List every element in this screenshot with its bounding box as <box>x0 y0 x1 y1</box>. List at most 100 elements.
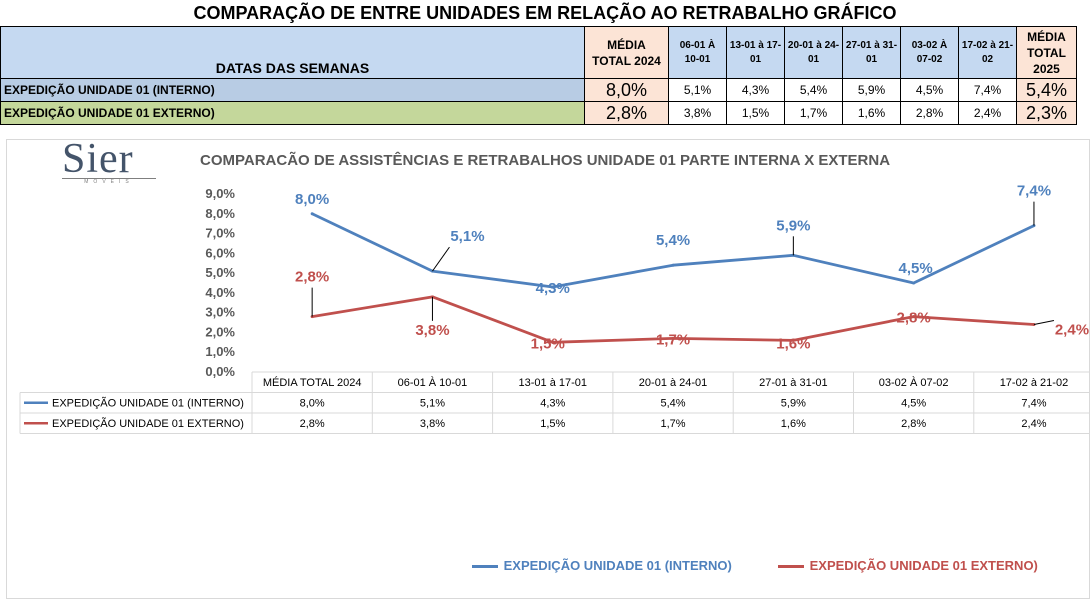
legend-item-interno[interactable]: EXPEDIÇÃO UNIDADE 01 (INTERNO) <box>472 558 732 573</box>
cell-week[interactable]: 3,8% <box>668 101 727 125</box>
header-week-line2: 01 <box>807 53 820 65</box>
cell-week[interactable]: 5,1% <box>668 78 727 102</box>
series-point <box>912 281 916 285</box>
header-week-line1: 06-01 À <box>679 39 716 51</box>
header-week-line1: 13-01 à 17- <box>729 39 782 51</box>
header-dates[interactable]: DATAS DAS SEMANAS <box>0 26 585 79</box>
row-label-externo[interactable]: EXPEDIÇÃO UNIDADE 01 EXTERNO) <box>0 101 585 125</box>
logo-name: Sier <box>62 136 134 182</box>
cell-week[interactable]: 1,7% <box>784 101 843 125</box>
y-tick-label: 6,0% <box>205 245 235 260</box>
cell-week[interactable]: 4,5% <box>900 78 959 102</box>
table-series-name: EXPEDIÇÃO UNIDADE 01 (INTERNO) <box>52 397 244 410</box>
y-tick-label: 4,0% <box>205 285 235 300</box>
data-label: 2,4% <box>1055 322 1089 339</box>
header-avg-2025-line2: TOTAL <box>1027 45 1066 60</box>
chart-area[interactable] <box>6 139 1090 599</box>
header-week-line1: 20-01 à 24- <box>787 39 840 51</box>
header-week-line2: 01 <box>865 53 878 65</box>
cell-avg-2025[interactable]: 5,4% <box>1016 78 1077 102</box>
header-week-6[interactable]: 17-02 à 21- 02 <box>958 26 1017 79</box>
cell-week[interactable]: 4,3% <box>726 78 785 102</box>
table-value-cell: 4,5% <box>901 398 926 410</box>
header-avg-2025-line1: MÉDIA <box>1027 29 1066 44</box>
legend-swatch-externo <box>778 565 804 569</box>
data-label: 5,9% <box>776 217 810 234</box>
data-label: 2,8% <box>295 269 329 286</box>
data-label: 8,0% <box>295 191 329 208</box>
x-category-label: 03-02 À 07-02 <box>879 376 949 389</box>
cell-week[interactable]: 2,4% <box>958 101 1017 125</box>
y-tick-label: 0,0% <box>205 364 235 379</box>
y-tick-label: 2,0% <box>205 324 235 339</box>
y-tick-label: 3,0% <box>205 305 235 320</box>
sheet-title: COMPARAÇÃO DE ENTRE UNIDADES EM RELAÇÃO … <box>193 3 897 23</box>
cell-avg-2025[interactable]: 2,3% <box>1016 101 1077 125</box>
header-week-2[interactable]: 13-01 à 17- 01 <box>726 26 785 79</box>
header-avg-2024-line1: MÉDIA <box>607 37 646 52</box>
cell-week[interactable]: 1,6% <box>842 101 901 125</box>
y-tick-label: 8,0% <box>205 206 235 221</box>
header-week-4[interactable]: 27-01 à 31- 01 <box>842 26 901 79</box>
legend-item-externo[interactable]: EXPEDIÇÃO UNIDADE 01 EXTERNO) <box>778 558 1038 573</box>
x-category-label: 20-01 à 24-01 <box>639 377 708 389</box>
series-point <box>791 338 795 342</box>
table-value-cell: 2,8% <box>300 418 325 430</box>
series-point <box>551 285 555 289</box>
table-value-cell: 7,4% <box>1021 398 1046 410</box>
series-point <box>671 263 675 267</box>
x-category-label: 27-01 à 31-01 <box>759 377 828 389</box>
header-week-line1: 03-02 À <box>911 39 948 51</box>
cell-week[interactable]: 5,4% <box>784 78 843 102</box>
cell-avg-2024[interactable]: 2,8% <box>584 101 669 125</box>
table-value-cell: 1,5% <box>540 418 565 430</box>
table-value-cell: 3,8% <box>420 418 445 430</box>
x-category-label: 17-02 à 21-02 <box>1000 377 1069 389</box>
data-label: 1,7% <box>656 331 690 348</box>
legend-label-interno: EXPEDIÇÃO UNIDADE 01 (INTERNO) <box>503 558 732 573</box>
header-week-1[interactable]: 06-01 À 10-01 <box>668 26 727 79</box>
header-week-line2: 01 <box>749 53 762 65</box>
header-week-line1: 17-02 à 21- <box>961 39 1014 51</box>
legend-swatch-interno <box>472 565 498 569</box>
logo-subtitle: MÓVEIS <box>62 178 156 186</box>
cell-week[interactable]: 2,8% <box>900 101 959 125</box>
data-label: 5,4% <box>656 232 690 249</box>
header-week-line2: 02 <box>981 53 994 65</box>
series-point <box>671 336 675 340</box>
header-week-line1: 27-01 à 31- <box>845 39 898 51</box>
x-category-label: 13-01 à 17-01 <box>519 377 588 389</box>
y-tick-label: 9,0% <box>205 186 235 201</box>
table-value-cell: 1,7% <box>661 418 686 430</box>
series-point <box>310 212 314 216</box>
data-label: 4,3% <box>536 280 570 297</box>
y-tick-label: 7,0% <box>205 226 235 241</box>
data-label: 1,5% <box>531 335 565 352</box>
data-label: 1,6% <box>776 335 810 352</box>
chart-title[interactable]: COMPARACÃO DE ASSISTÊNCIAS E RETRABALHOS… <box>200 152 891 169</box>
table-value-cell: 8,0% <box>300 398 325 410</box>
table-value-cell: 5,4% <box>661 398 686 410</box>
table-value-cell: 5,1% <box>420 398 445 410</box>
table-value-cell: 4,3% <box>540 398 565 410</box>
x-category-label: 06-01 À 10-01 <box>398 376 468 389</box>
y-tick-label: 5,0% <box>205 265 235 280</box>
header-avg-2024[interactable]: MÉDIA TOTAL 2024 <box>584 26 669 79</box>
data-label: 2,8% <box>897 310 931 327</box>
comparison-table: DATAS DAS SEMANAS MÉDIA TOTAL 2024 06-01… <box>0 26 1077 125</box>
data-label-leader <box>1033 320 1055 326</box>
cell-week[interactable]: 1,5% <box>726 101 785 125</box>
data-label: 4,5% <box>899 260 933 277</box>
table-row-externo: EXPEDIÇÃO UNIDADE 01 EXTERNO) 2,8% 3,8% … <box>0 101 1077 125</box>
table-series-name: EXPEDIÇÃO UNIDADE 01 EXTERNO) <box>52 417 244 430</box>
header-week-line2: 07-02 <box>916 53 943 65</box>
table-value-cell: 5,9% <box>781 398 806 410</box>
data-label: 3,8% <box>415 322 449 339</box>
header-week-5[interactable]: 03-02 À 07-02 <box>900 26 959 79</box>
header-avg-2025-line3: 2025 <box>1033 61 1060 76</box>
header-avg-2025[interactable]: MÉDIA TOTAL 2025 <box>1016 26 1077 79</box>
data-label: 7,4% <box>1017 183 1051 200</box>
table-value-cell: 1,6% <box>781 418 806 430</box>
series-point <box>551 340 555 344</box>
